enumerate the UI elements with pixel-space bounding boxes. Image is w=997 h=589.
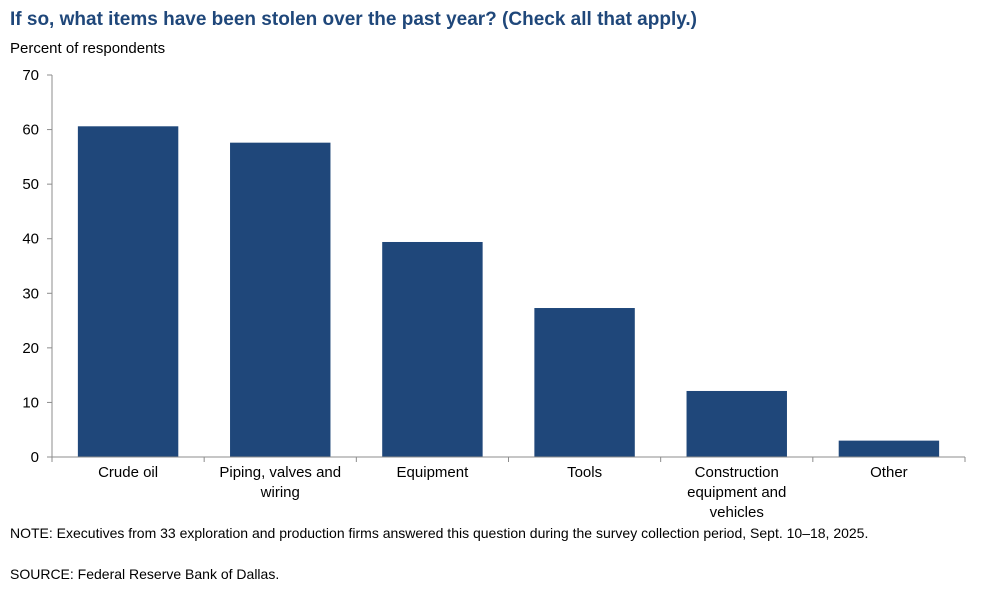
x-category-label-6: Other bbox=[870, 464, 908, 481]
x-category-label-5: Construction equipment and vehicles bbox=[687, 464, 787, 521]
y-axis-label: Percent of respondents bbox=[10, 40, 166, 57]
y-tick-label-6: 60 bbox=[22, 122, 39, 139]
bar-1 bbox=[77, 126, 179, 457]
bar-5 bbox=[686, 390, 787, 457]
y-tick-label-0: 0 bbox=[31, 449, 39, 466]
x-category-label-1: Crude oil bbox=[98, 464, 159, 481]
y-tick-label-7: 70 bbox=[22, 67, 39, 84]
axes-group bbox=[47, 74, 966, 462]
x-category-label-2: Piping, valves and wiring bbox=[219, 464, 342, 501]
y-tick-label-3: 30 bbox=[22, 285, 39, 302]
bars-group bbox=[77, 126, 940, 457]
bar-4 bbox=[534, 308, 635, 457]
chart-title: If so, what items have been stolen over … bbox=[10, 9, 698, 30]
y-ticks-group: 0 10 20 30 40 50 60 70 bbox=[22, 67, 39, 466]
footnote-note: NOTE: Executives from 33 exploration and… bbox=[10, 525, 869, 541]
y-tick-label-4: 40 bbox=[22, 231, 39, 248]
x-category-label-4: Tools bbox=[567, 464, 603, 481]
x-category-label-3: Equipment bbox=[396, 464, 469, 481]
bar-3 bbox=[382, 241, 483, 457]
bar-2 bbox=[230, 142, 331, 457]
bar-6 bbox=[838, 440, 940, 457]
y-tick-label-5: 50 bbox=[22, 176, 39, 193]
y-tick-label-1: 10 bbox=[22, 394, 39, 411]
bar-chart: 0 10 20 30 40 50 60 70 bbox=[22, 67, 966, 466]
footnote-source: SOURCE: Federal Reserve Bank of Dallas. bbox=[10, 566, 280, 582]
y-tick-label-2: 20 bbox=[22, 340, 39, 357]
